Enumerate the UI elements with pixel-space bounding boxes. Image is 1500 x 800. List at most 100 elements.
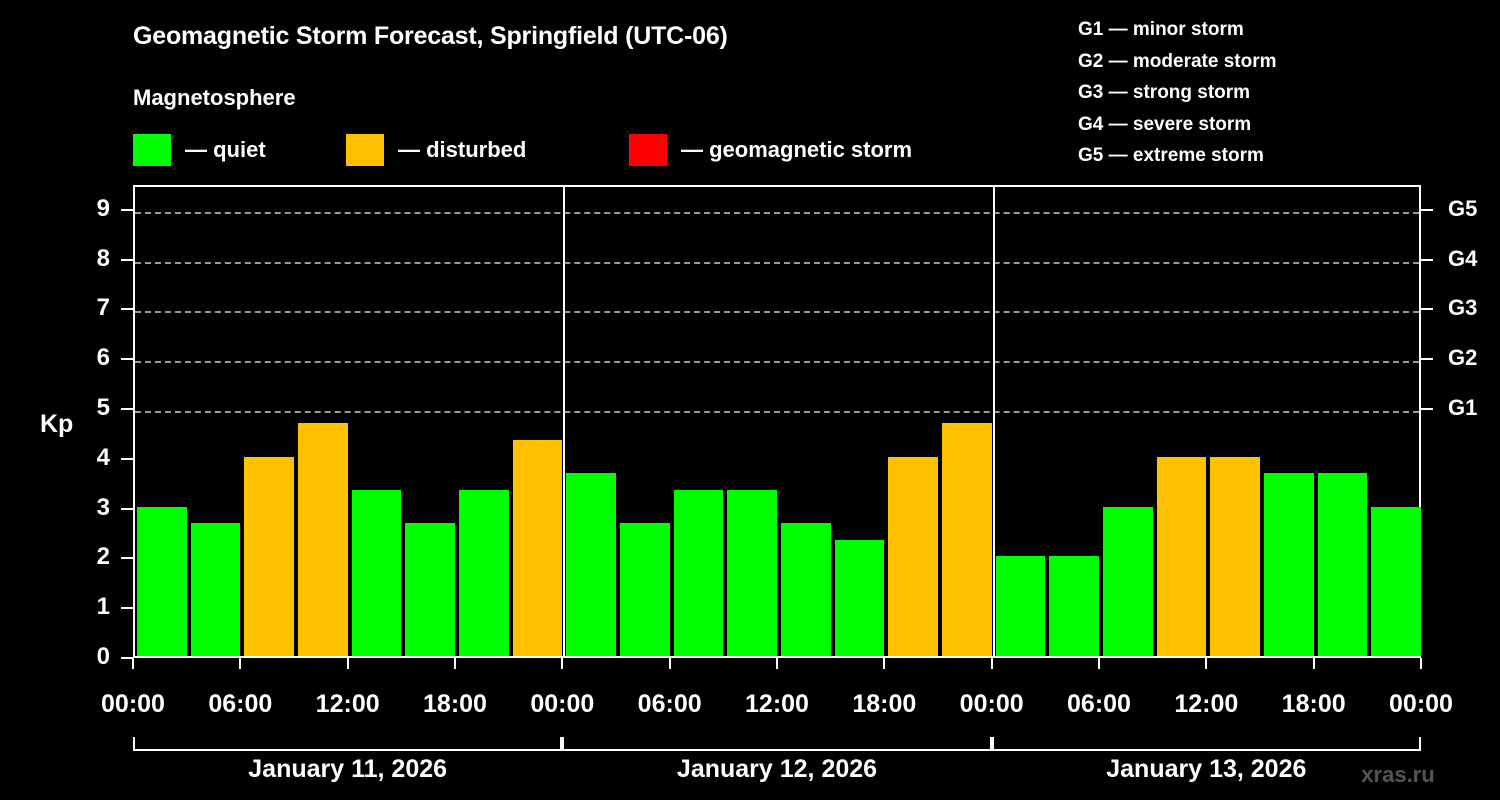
x-tick-mark [990, 658, 993, 669]
day-label: January 13, 2026 [1106, 755, 1307, 783]
legend-label: — quiet [185, 137, 266, 162]
kp-bar[interactable] [298, 423, 348, 656]
x-tick-label: 00:00 [530, 690, 595, 718]
watermark: xras.ru [1361, 762, 1435, 787]
g-tick-label: G4 [1448, 245, 1478, 271]
kp-bar[interactable] [1049, 556, 1099, 656]
y-tick-label: 6 [96, 344, 110, 372]
kp-bar[interactable] [1317, 473, 1368, 656]
kp-bar[interactable] [1371, 506, 1421, 656]
kp-bar[interactable] [888, 456, 938, 656]
x-tick-label: 00:00 [959, 690, 1024, 718]
y-tick-mark [121, 657, 133, 659]
y-tick-label: 2 [96, 543, 110, 571]
plot-area [133, 185, 1421, 658]
x-tick-label: 18:00 [1281, 690, 1346, 718]
day-bracket [133, 737, 563, 751]
kp-bar[interactable] [351, 490, 402, 656]
day-bracket [562, 737, 992, 751]
gscale-legend-row: G3 — strong storm [1078, 82, 1251, 104]
g-tick-label: G1 [1448, 395, 1478, 421]
disturbed-swatch [346, 134, 384, 166]
gridline [135, 211, 1419, 214]
y-tick-label: 5 [96, 394, 110, 422]
kp-bar[interactable] [1210, 456, 1260, 656]
x-tick-mark [883, 658, 886, 669]
y-tick-mark [121, 258, 133, 261]
kp-bar[interactable] [405, 523, 455, 656]
x-tick-label: 06:00 [637, 690, 702, 718]
kp-bar[interactable] [190, 523, 241, 656]
kp-bar[interactable] [727, 490, 777, 656]
kp-bar[interactable] [942, 423, 992, 656]
y-tick-label: 8 [96, 244, 110, 272]
y-tick-label: 1 [96, 593, 110, 621]
legend-label: — geomagnetic storm [681, 137, 913, 162]
kp-bar[interactable] [244, 456, 294, 656]
y-tick-mark [121, 208, 133, 211]
day-label: January 11, 2026 [248, 755, 448, 783]
y-tick-mark [121, 457, 133, 460]
subtitle-magnetosphere: Magnetosphere [133, 85, 296, 110]
x-tick-mark [1205, 658, 1208, 669]
g-tick-label: G3 [1448, 295, 1478, 321]
x-tick-label: 12:00 [315, 690, 380, 718]
gridline [135, 261, 1419, 264]
g-tick-mark [1421, 408, 1433, 411]
y-tick-label: 4 [96, 443, 110, 471]
gscale-legend-row: G5 — extreme storm [1078, 145, 1264, 167]
y-tick-mark [121, 607, 133, 610]
day-separator [563, 187, 566, 656]
kp-bar[interactable] [459, 490, 509, 656]
legend-label: — disturbed [398, 137, 527, 162]
x-tick-mark [561, 658, 564, 669]
x-tick-label: 00:00 [1389, 690, 1453, 718]
day-bracket [991, 737, 1421, 751]
legend-item-quiet: — quiet [133, 130, 266, 170]
kp-bar[interactable] [620, 523, 670, 656]
page-title: Geomagnetic Storm Forecast, Springfield … [133, 22, 728, 50]
kp-bar[interactable] [1103, 506, 1153, 656]
y-tick-mark [121, 557, 133, 560]
x-tick-label: 18:00 [852, 690, 917, 718]
legend-item-disturbed: — disturbed [346, 130, 526, 170]
gscale-legend-row: G1 — minor storm [1078, 19, 1244, 40]
gscale-legend-row: G4 — severe storm [1078, 113, 1252, 135]
quiet-swatch [133, 134, 171, 166]
kp-bar[interactable] [673, 490, 724, 656]
kp-bar[interactable] [995, 556, 1046, 656]
kp-bar[interactable] [566, 473, 616, 656]
x-tick-label: 00:00 [101, 690, 165, 718]
kp-bar[interactable] [781, 523, 831, 656]
g-tick-mark [1421, 258, 1433, 261]
x-tick-mark [239, 658, 242, 669]
g-tick-label: G2 [1448, 345, 1478, 371]
x-tick-label: 06:00 [1067, 690, 1131, 718]
gridline [135, 311, 1419, 314]
x-tick-label: 06:00 [208, 690, 273, 718]
x-tick-mark [668, 658, 671, 669]
kp-bar[interactable] [137, 506, 187, 656]
gridline [135, 361, 1419, 364]
x-tick-label: 18:00 [423, 690, 487, 718]
y-tick-label: 0 [96, 643, 110, 670]
x-tick-mark [346, 658, 349, 669]
x-tick-mark [454, 658, 456, 669]
x-tick-mark [1098, 658, 1100, 669]
g-tick-mark [1421, 308, 1433, 311]
kp-bar[interactable] [1156, 456, 1207, 656]
y-tick-mark [121, 408, 133, 411]
g-tick-mark [1421, 208, 1433, 211]
x-tick-mark [776, 658, 778, 669]
kp-bar[interactable] [512, 440, 563, 656]
kp-bar[interactable] [834, 540, 885, 656]
storm-swatch [629, 134, 667, 166]
y-tick-label: 3 [96, 493, 110, 521]
day-separator [992, 187, 995, 656]
x-tick-mark [1312, 658, 1315, 669]
day-label: January 12, 2026 [676, 755, 878, 783]
x-tick-label: 12:00 [745, 690, 809, 718]
y-tick-mark [121, 358, 133, 361]
kp-bar[interactable] [1264, 473, 1314, 656]
x-tick-mark [132, 658, 134, 669]
